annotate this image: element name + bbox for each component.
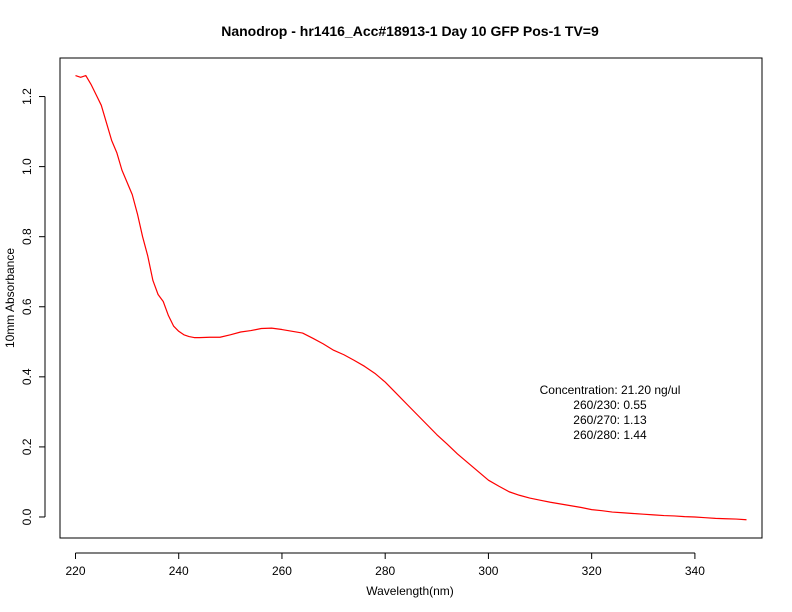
x-tick-label: 220 [65, 564, 85, 578]
y-tick-label: 1.0 [20, 158, 34, 175]
series-layer [75, 74, 747, 521]
annotation-ratio-260-270: 260/270: 1.13 [573, 413, 647, 427]
y-tick-label: 1.2 [20, 88, 34, 105]
y-axis: 0.0 0.2 0.4 0.6 0.8 1.0 1.2 [20, 88, 46, 525]
y-tick-label: 0.4 [20, 368, 34, 385]
x-tick-label: 260 [272, 564, 292, 578]
annotation-box: Concentration: 21.20 ng/ul 260/230: 0.55… [540, 383, 681, 442]
y-tick-label: 0.6 [20, 298, 34, 315]
y-axis-label: 10mm Absorbance [3, 248, 17, 348]
annotation-ratio-260-280: 260/280: 1.44 [573, 428, 647, 442]
y-tick-label: 0.8 [20, 228, 34, 245]
chart-title: Nanodrop - hr1416_Acc#18913-1 Day 10 GFP… [221, 23, 599, 39]
plot-frame [59, 57, 763, 539]
x-axis: 220 240 260 280 300 320 340 [65, 552, 705, 578]
x-tick-label: 280 [375, 564, 395, 578]
x-axis-label: Wavelength(nm) [366, 584, 454, 598]
annotation-ratio-260-230: 260/230: 0.55 [573, 398, 647, 412]
series-line [75, 74, 747, 521]
y-tick-label: 0.0 [20, 508, 34, 525]
x-tick-label: 300 [478, 564, 498, 578]
annotation-concentration: Concentration: 21.20 ng/ul [540, 383, 681, 397]
x-tick-label: 240 [169, 564, 189, 578]
x-tick-label: 320 [582, 564, 602, 578]
x-tick-label: 340 [685, 564, 705, 578]
y-tick-label: 0.2 [20, 438, 34, 455]
